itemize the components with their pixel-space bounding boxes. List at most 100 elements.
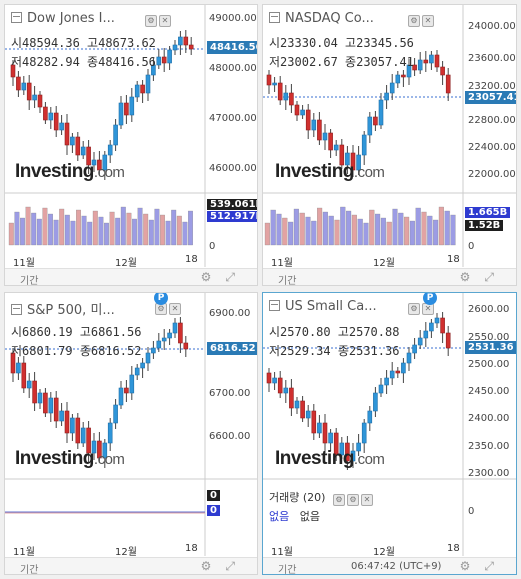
settings-icon[interactable]: ⚙ — [408, 303, 420, 315]
candle-body — [417, 337, 423, 346]
candle-body — [80, 427, 86, 444]
candle-body — [167, 49, 172, 64]
candle-body — [266, 74, 272, 86]
volume-bar — [148, 219, 154, 246]
settings-icon[interactable]: ⚙ — [408, 15, 420, 27]
candle-body — [289, 387, 294, 409]
volume-bar — [404, 216, 410, 246]
minimize-icon[interactable] — [11, 304, 22, 315]
volume-bar — [154, 208, 160, 246]
y-tick: 22800.00 — [468, 115, 516, 126]
period-label[interactable]: 기간 — [278, 276, 297, 286]
candle-body — [145, 74, 151, 94]
chart-title[interactable]: S&P 500, 미... — [11, 299, 115, 318]
candle-body — [350, 450, 356, 462]
chart-controls[interactable]: ⚙ ✕ — [408, 15, 434, 27]
chart-title[interactable]: NASDAQ Co... — [269, 11, 374, 26]
sp500-candles — [5, 293, 257, 556]
candle-body — [140, 84, 145, 94]
candle-body — [367, 116, 373, 136]
volume-values: 없음 없음 — [269, 508, 320, 524]
candle-body — [16, 362, 21, 374]
volume-tag: 512.917M — [207, 211, 257, 222]
candle-body — [389, 370, 395, 379]
candle-body — [70, 136, 75, 146]
candle-body — [43, 106, 48, 121]
period-label[interactable]: 기간 — [20, 276, 39, 286]
volume-bar — [98, 216, 104, 246]
ohlc-line2: 저6801.79 종6816.52 — [11, 344, 142, 358]
candle-body — [32, 94, 37, 101]
gear-icon[interactable]: ⚙ — [200, 270, 226, 284]
expand-icon[interactable]: ⤢ — [225, 559, 249, 573]
candle-body — [378, 384, 384, 394]
close-icon[interactable]: ✕ — [422, 15, 434, 27]
x-label: 11월 — [271, 258, 293, 269]
candle-body — [16, 76, 21, 91]
volume-tag: 0 — [207, 490, 220, 501]
volume-bar — [421, 211, 427, 246]
volume-bar — [311, 220, 317, 246]
chart-controls[interactable]: ⚙ ✕ — [408, 303, 434, 315]
y-tick: 22400.00 — [468, 142, 516, 153]
settings-icon[interactable]: ⚙ — [145, 15, 157, 27]
candle-body — [183, 36, 189, 46]
chart-panel-nasdaq[interactable]: NASDAQ Co... ⚙ ✕ 시23330.04 고23345.56 저230… — [262, 4, 517, 286]
candle-body — [26, 82, 32, 101]
candle-body — [412, 344, 417, 354]
gear-icon[interactable]: ⚙ — [459, 270, 485, 284]
gear-icon[interactable]: ⚙ — [200, 559, 226, 573]
candle-body — [417, 59, 423, 71]
chart-panel-dow[interactable]: Dow Jones I... ⚙ ✕ 시48594.36 고48673.62 저4… — [4, 4, 258, 286]
volume-bar — [427, 215, 433, 246]
gear-icon[interactable]: ⚙ — [459, 559, 485, 573]
minimize-icon[interactable] — [11, 12, 22, 23]
candle-body — [124, 102, 129, 116]
volume-bar — [182, 221, 188, 246]
volume-bar — [92, 210, 98, 246]
minimize-icon[interactable] — [269, 12, 280, 23]
expand-icon[interactable]: ⤢ — [484, 270, 508, 284]
volume-bar — [293, 208, 299, 246]
candle-body — [440, 317, 445, 334]
close-icon[interactable]: ✕ — [360, 494, 373, 506]
expand-icon[interactable]: ⤢ — [484, 559, 508, 573]
pin-icon[interactable]: P — [154, 293, 168, 305]
volume-bar — [282, 217, 288, 246]
ohlc-line2: 저23002.67 종23057.41 — [269, 55, 414, 69]
volume-bar — [42, 207, 48, 246]
candle-body — [283, 92, 289, 101]
candle-body — [75, 136, 81, 156]
close-icon[interactable]: ✕ — [169, 303, 181, 315]
chart-panel-us-small-cap[interactable]: US Small Ca... ⚙ ✕ P 시2570.80 고2570.88 저2… — [262, 292, 517, 575]
volume-bar — [264, 222, 270, 246]
volume-bar — [160, 214, 165, 246]
candle-body — [373, 116, 378, 126]
pin-icon[interactable]: P — [423, 293, 437, 305]
candle-body — [423, 59, 429, 64]
volume-bar — [171, 209, 177, 246]
settings-icon[interactable]: ⚙ — [346, 494, 359, 506]
x-label: 18 — [447, 254, 460, 265]
minimize-icon[interactable] — [269, 300, 280, 311]
candle-body — [333, 144, 339, 151]
candle-body — [311, 410, 317, 434]
volume-bar — [31, 212, 37, 246]
expand-icon[interactable]: ⤢ — [225, 270, 249, 284]
period-label[interactable]: 기간 — [20, 565, 39, 575]
chart-panel-sp500[interactable]: S&P 500, 미... ⚙ ✕ P 시6860.19 고6861.56 저68… — [4, 292, 258, 575]
chart-title[interactable]: US Small Ca... — [269, 299, 377, 314]
close-icon[interactable]: ✕ — [159, 15, 171, 27]
x-label: 12월 — [115, 258, 137, 269]
volume-bar — [270, 209, 276, 246]
candle-body — [86, 146, 91, 166]
chart-controls[interactable]: ⚙ ✕ — [155, 303, 181, 315]
candle-body — [80, 146, 86, 156]
period-label[interactable]: 기간 — [278, 565, 297, 575]
volume-bar — [109, 211, 115, 246]
settings-icon[interactable]: ⚙ — [332, 494, 345, 506]
volume-bar — [126, 212, 132, 246]
y-tick: 2350.00 — [468, 441, 510, 452]
chart-title[interactable]: Dow Jones I... — [11, 11, 115, 26]
chart-controls[interactable]: ⚙ ✕ — [145, 15, 171, 27]
